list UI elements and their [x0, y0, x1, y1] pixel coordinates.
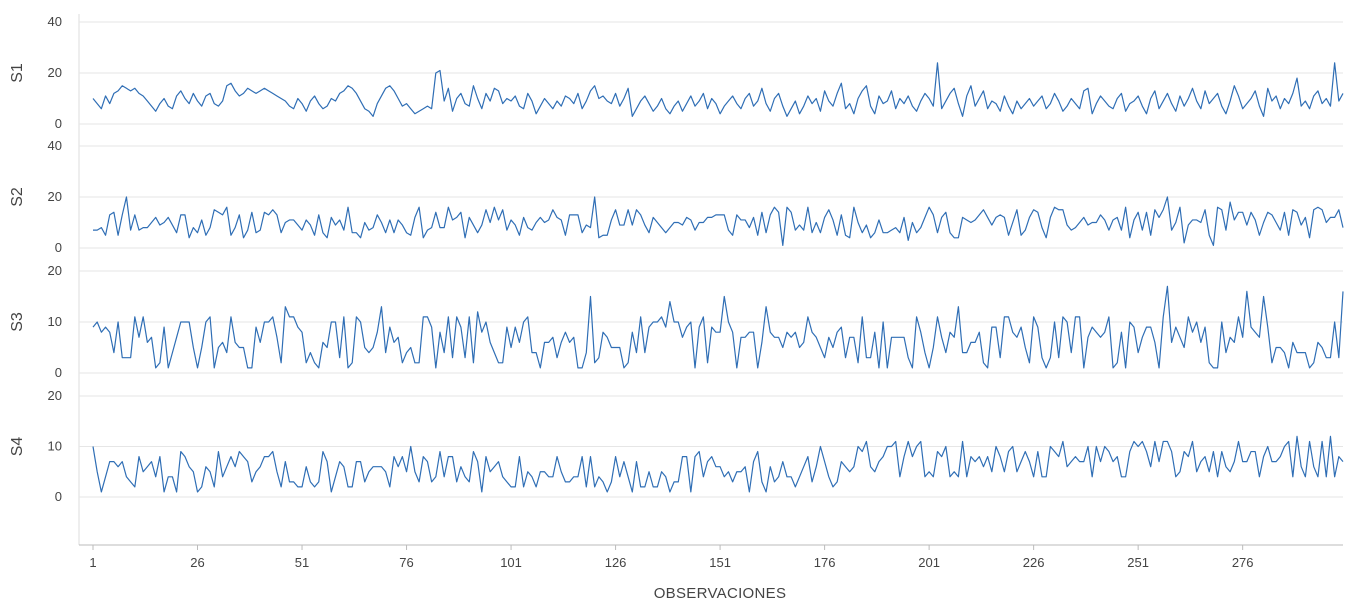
x-tick-label: 126 [605, 555, 627, 570]
panel-label: S2 [9, 187, 26, 207]
y-tick-label: 0 [55, 240, 62, 255]
panel-label: S1 [9, 63, 26, 83]
y-tick-label: 10 [48, 439, 62, 454]
series-line-s3 [92, 285, 1344, 369]
series-line-s2 [93, 196, 1344, 247]
x-tick-label: 76 [399, 555, 413, 570]
y-tick-label: 20 [48, 189, 62, 204]
x-tick-label: 176 [814, 555, 836, 570]
x-tick-label: 226 [1023, 555, 1045, 570]
x-tick-label: 151 [709, 555, 731, 570]
x-tick-label: 251 [1127, 555, 1149, 570]
panel-s1: 0 20 40 S1 [9, 14, 1344, 131]
y-tick-label: 40 [48, 14, 62, 29]
y-tick-label: 0 [55, 365, 62, 380]
x-tick-label: 1 [89, 555, 96, 570]
series-line-s1 [92, 62, 1344, 117]
x-tick-label: 201 [918, 555, 940, 570]
y-tick-label: 20 [48, 65, 62, 80]
x-tick-label: 51 [295, 555, 309, 570]
y-tick-label: 40 [48, 138, 62, 153]
panel-s3: 0 10 20 S3 [9, 263, 1344, 380]
panel-s4: 0 10 20 S4 [9, 388, 1344, 504]
x-axis: 1 26 51 76 101 126 151 176 201 226 251 276OBSERVACI… [79, 544, 1343, 602]
y-tick-label: 10 [48, 314, 62, 329]
x-tick-label: 26 [190, 555, 204, 570]
panel-label: S3 [9, 312, 26, 332]
x-axis-title: OBSERVACIONES [654, 585, 787, 602]
x-tick-label: 101 [500, 555, 522, 570]
y-tick-label: 0 [55, 116, 62, 131]
panel-s2: 0 20 40 S2 [9, 138, 1344, 255]
y-tick-label: 20 [48, 388, 62, 403]
series-line-s4 [92, 435, 1344, 493]
y-tick-label: 0 [55, 489, 62, 504]
y-tick-label: 20 [48, 263, 62, 278]
panel-label: S4 [9, 437, 26, 457]
x-tick-label: 276 [1232, 555, 1254, 570]
